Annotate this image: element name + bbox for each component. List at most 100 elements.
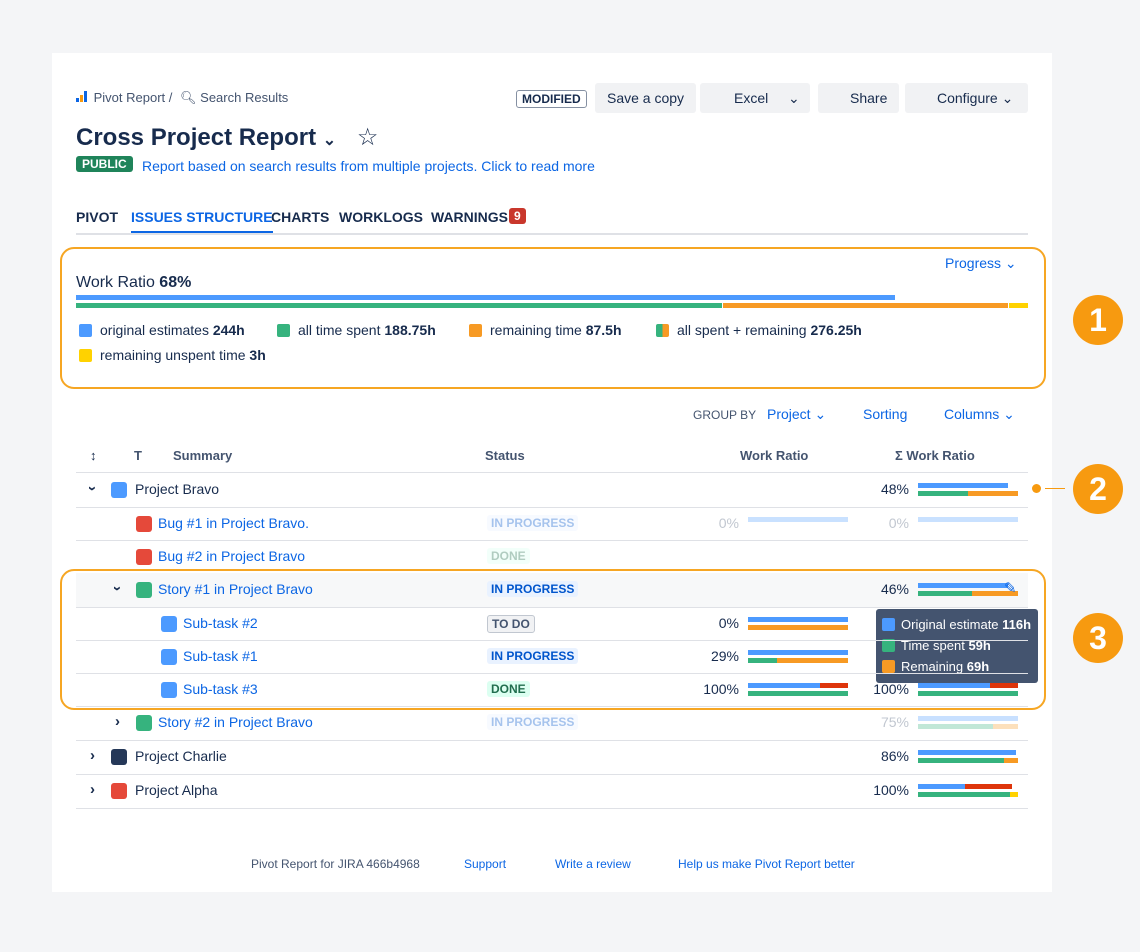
table-row — [76, 507, 1028, 541]
tab[interactable]: WARNINGS — [431, 209, 508, 225]
issue-summary[interactable]: Project Charlie — [135, 748, 227, 764]
mini-bars — [918, 682, 1018, 697]
callout-outline — [60, 569, 1046, 710]
table-row — [76, 473, 1028, 508]
issue-icon — [136, 548, 152, 565]
tooltip: Original estimate 116h Time spent 59h Rema… — [876, 609, 1038, 683]
expand-toggle[interactable]: › — [84, 486, 101, 491]
work-ratio: 100% — [703, 680, 739, 697]
footer-item: Pivot Report for JIRA 466b4968 — [251, 857, 420, 871]
warnings-count: 9 — [509, 208, 526, 224]
sum-work-ratio: 100% — [873, 782, 909, 798]
tab[interactable]: ISSUES STRUCTURE — [131, 209, 273, 233]
table-row — [76, 774, 1028, 809]
table-row — [76, 673, 1028, 707]
status-lozenge: DONE — [487, 680, 530, 697]
column-header: T — [134, 448, 142, 463]
status-lozenge: IN PROGRESS — [487, 714, 579, 730]
table-row — [76, 706, 1028, 741]
columns-select[interactable]: Columns ⌄ — [944, 406, 1015, 422]
breadcrumb: Pivot Report / 🔍︎ Search Results — [76, 90, 288, 106]
tab[interactable]: PIVOT — [76, 209, 119, 225]
unspent-bar — [1009, 303, 1028, 308]
sort-icon[interactable]: ↕ — [90, 448, 97, 463]
work-ratio: Work Ratio 68% — [76, 274, 192, 291]
edit-icon[interactable]: ✎ — [1004, 580, 1017, 597]
excel-menu[interactable]: ⌄ — [776, 83, 810, 113]
legend-item: remaining time 87.5h — [469, 322, 622, 338]
configure-button[interactable]: Configure ⌄ — [905, 83, 1028, 113]
issue-icon — [136, 515, 152, 532]
breadcrumb-app[interactable]: Pivot Report / — [93, 90, 173, 105]
mini-bars — [918, 483, 1018, 497]
column-header: Work Ratio — [740, 448, 809, 463]
app-icon — [76, 91, 87, 102]
mini-bars — [748, 516, 848, 531]
issue-summary[interactable]: Sub-task #1 — [183, 647, 258, 664]
status-lozenge: IN PROGRESS — [487, 514, 579, 531]
issue-icon — [111, 749, 127, 765]
issue-icon — [161, 615, 177, 632]
tooltip-item: Original estimate 116h — [882, 617, 1031, 632]
issue-summary[interactable]: Project Alpha — [135, 782, 218, 798]
issue-summary[interactable]: Bug #2 in Project Bravo — [158, 547, 306, 564]
issue-summary[interactable]: Sub-task #3 — [183, 680, 258, 697]
status-badge: MODIFIED — [516, 90, 587, 108]
mini-bars — [918, 750, 1018, 764]
legend-item: original estimates 244h — [79, 322, 245, 338]
status-lozenge: IN PROGRESS — [487, 647, 579, 664]
description[interactable]: Report based on search results from mult… — [142, 158, 595, 174]
breadcrumb-page[interactable]: Search Results — [200, 90, 289, 105]
status-lozenge: DONE — [487, 547, 530, 564]
save-button[interactable]: Save a copy — [595, 83, 697, 113]
issue-summary[interactable]: Project Bravo — [135, 481, 220, 497]
expand-toggle[interactable]: › — [90, 747, 95, 764]
expand-toggle[interactable]: › — [90, 781, 95, 798]
issue-summary[interactable]: Story #1 in Project Bravo — [158, 581, 313, 597]
callout-outline — [60, 247, 1046, 389]
table-row — [76, 607, 1028, 641]
estimate-bar — [76, 295, 895, 300]
tab-line — [76, 233, 1028, 235]
column-header: Summary — [173, 448, 233, 463]
work-ratio: 0% — [718, 614, 739, 631]
footer-item[interactable]: Help us make Pivot Report better — [678, 857, 855, 871]
issue-summary[interactable]: Bug #1 in Project Bravo. — [158, 514, 309, 531]
issue-summary[interactable]: Story #2 in Project Bravo — [158, 714, 313, 730]
mini-bars — [748, 682, 848, 697]
issue-icon — [161, 648, 177, 665]
sum-work-ratio: 0% — [888, 514, 909, 531]
tooltip-item: Remaining 69h — [882, 659, 989, 674]
issue-icon — [161, 681, 177, 698]
work-ratio: 0% — [718, 514, 739, 531]
group-select[interactable]: Project ⌄ — [767, 406, 827, 422]
sorting[interactable]: Sorting — [863, 406, 908, 422]
issue-summary[interactable]: Sub-task #2 — [183, 614, 258, 631]
tab[interactable]: WORKLOGS — [339, 209, 423, 225]
group-by-label: GROUP BY — [693, 408, 757, 422]
sum-work-ratio: 46% — [880, 581, 909, 597]
legend-item: all spent + remaining 276.25h — [656, 322, 862, 338]
callout-number: 2 — [1073, 464, 1123, 514]
mini-bars — [748, 649, 848, 664]
sum-work-ratio: 100% — [873, 680, 909, 697]
issue-icon — [111, 482, 127, 498]
excel-button[interactable]: Excel — [700, 83, 786, 113]
header-border — [76, 472, 1028, 473]
share-button[interactable]: Share — [818, 83, 900, 113]
issue-icon — [136, 715, 152, 731]
expand-toggle[interactable]: › — [115, 713, 120, 730]
expand-toggle[interactable]: › — [109, 586, 126, 591]
footer-item[interactable]: Write a review — [555, 857, 631, 871]
mini-bars — [918, 716, 1018, 730]
footer-item[interactable]: Support — [464, 857, 507, 871]
tab[interactable]: CHARTS — [271, 209, 330, 225]
issue-icon — [136, 582, 152, 598]
callout-number: 3 — [1073, 613, 1123, 663]
status-lozenge: TO DO — [487, 614, 535, 633]
table-row — [76, 640, 1028, 674]
work-ratio: 29% — [710, 647, 739, 664]
public-badge: PUBLIC — [76, 156, 133, 172]
legend-item: all time spent 188.75h — [277, 322, 436, 338]
mode-select[interactable]: Progress ⌄ — [945, 255, 1017, 271]
